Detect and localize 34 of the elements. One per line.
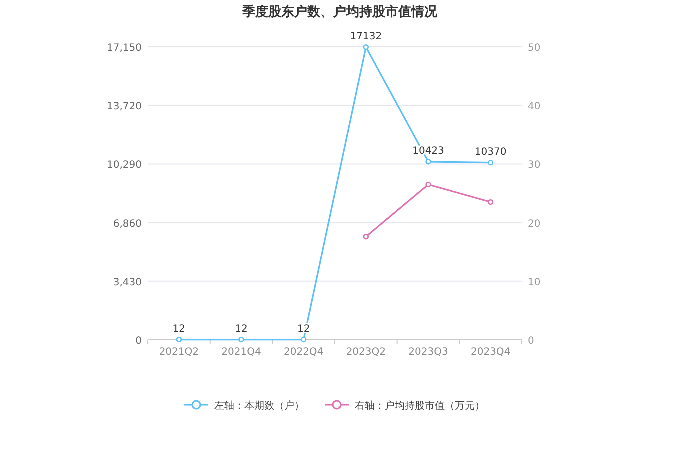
y-tick-label: 0: [136, 336, 142, 347]
point: [300, 336, 307, 343]
x-tick-label: 2021Q4: [222, 347, 262, 358]
y-tick-label: 13,720: [107, 102, 142, 113]
x-tick-label: 2023Q4: [470, 347, 511, 358]
point: [363, 44, 370, 50]
legend-label: 左轴：本期数（户）: [214, 400, 304, 412]
data-label: 12: [172, 324, 186, 335]
point: [238, 336, 244, 343]
y-tick-label: 3,430: [113, 277, 142, 288]
y2-tick-label: 10: [528, 277, 541, 288]
y2-tick-label: 0: [528, 336, 534, 347]
point: [426, 182, 432, 188]
y2-tick-label: 20: [528, 218, 541, 230]
y-tick-label: 6,860: [113, 218, 142, 230]
point: [426, 159, 432, 165]
point: [488, 160, 494, 166]
y2-tick-label: 40: [528, 102, 541, 113]
point: [363, 234, 370, 240]
point: [488, 199, 494, 206]
x-tick-label: 2023Q2: [346, 347, 386, 358]
x-tick-label: 2023Q3: [408, 347, 448, 358]
chart-title: 季度股东户数、户均持股市值情况: [242, 4, 438, 20]
point: [176, 336, 182, 343]
x-tick-label: 2021Q2: [159, 347, 200, 358]
data-label: 10370: [474, 146, 507, 158]
y2-tick-label: 30: [528, 160, 541, 172]
y2-tick-label: 50: [528, 43, 541, 54]
data-label: 12: [235, 324, 248, 335]
x-tick-label: 2022Q4: [284, 347, 324, 358]
y-tick-label: 10,290: [107, 160, 142, 172]
y-tick-label: 17,150: [107, 43, 142, 54]
legend-label: 右轴：户均持股市值（万元）: [355, 400, 485, 412]
data-label: 17132: [350, 31, 382, 42]
